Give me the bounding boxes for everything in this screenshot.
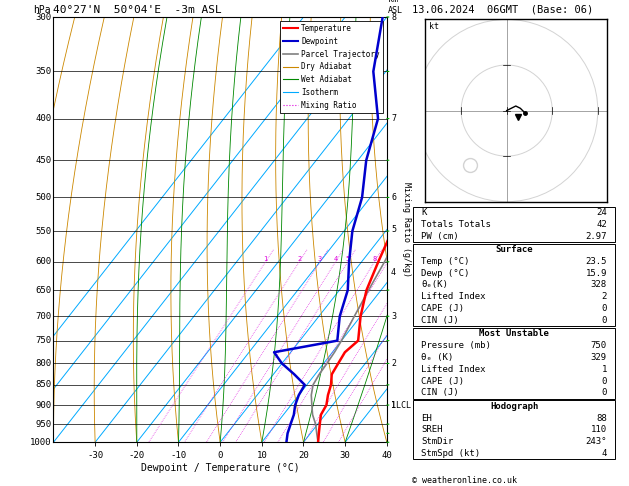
Text: 1: 1 [391,400,396,410]
Text: 2.97: 2.97 [586,231,607,241]
Text: 1LCL: 1LCL [391,400,411,410]
Text: 500: 500 [35,193,52,202]
Text: 88: 88 [596,414,607,423]
Text: CAPE (J): CAPE (J) [421,377,464,385]
Text: 2: 2 [391,359,396,368]
Text: km
ASL: km ASL [388,0,403,15]
Legend: Temperature, Dewpoint, Parcel Trajectory, Dry Adiabat, Wet Adiabat, Isotherm, Mi: Temperature, Dewpoint, Parcel Trajectory… [280,21,383,113]
Text: 2: 2 [297,256,301,262]
Text: hPa: hPa [33,4,50,15]
Text: 8: 8 [391,13,396,21]
Text: 950: 950 [35,419,52,429]
Bar [413,328,615,399]
Text: 850: 850 [35,381,52,389]
Text: 650: 650 [35,286,52,295]
Text: Pressure (mb): Pressure (mb) [421,341,491,350]
Text: 300: 300 [35,13,52,21]
Text: Surface: Surface [496,245,533,254]
Bar [413,400,615,459]
Text: 3: 3 [318,256,322,262]
Bar [413,207,615,242]
Text: Most Unstable: Most Unstable [479,330,549,338]
Text: kt: kt [429,21,439,31]
Text: PW (cm): PW (cm) [421,231,459,241]
Text: 42: 42 [596,220,607,229]
Text: 0: 0 [601,316,607,325]
Text: 2: 2 [601,292,607,301]
Text: StmDir: StmDir [421,437,454,446]
Text: 4: 4 [333,256,338,262]
Text: Lifted Index: Lifted Index [421,292,486,301]
Text: 5: 5 [391,226,396,234]
Text: 8: 8 [372,256,377,262]
Text: 900: 900 [35,400,52,410]
Text: CIN (J): CIN (J) [421,388,459,397]
Text: 1: 1 [264,256,268,262]
Text: 750: 750 [591,341,607,350]
Text: Hodograph: Hodograph [490,402,538,411]
Text: K: K [421,208,427,217]
Text: 15.9: 15.9 [586,269,607,278]
Text: 0: 0 [601,377,607,385]
Text: CIN (J): CIN (J) [421,316,459,325]
Text: 328: 328 [591,280,607,290]
Text: 4: 4 [601,449,607,458]
Text: 7: 7 [391,114,396,123]
Text: 1: 1 [601,364,607,374]
Text: 24: 24 [596,208,607,217]
Text: θₑ (K): θₑ (K) [421,353,454,362]
Text: 600: 600 [35,257,52,266]
Text: 800: 800 [35,359,52,368]
Text: 329: 329 [591,353,607,362]
Text: 0: 0 [601,388,607,397]
Bar [413,243,615,326]
Text: 5: 5 [345,256,350,262]
Text: Lifted Index: Lifted Index [421,364,486,374]
Text: 0: 0 [601,304,607,313]
Text: Totals Totals: Totals Totals [421,220,491,229]
Text: 3: 3 [391,312,396,321]
Text: StmSpd (kt): StmSpd (kt) [421,449,481,458]
Text: SREH: SREH [421,425,443,434]
Text: 6: 6 [391,193,396,202]
Text: 23.5: 23.5 [586,257,607,266]
Text: EH: EH [421,414,432,423]
Text: 550: 550 [35,226,52,236]
Text: 750: 750 [35,336,52,345]
Text: 13.06.2024  06GMT  (Base: 06): 13.06.2024 06GMT (Base: 06) [412,4,593,15]
Text: Mixing Ratio (g/kg): Mixing Ratio (g/kg) [403,182,411,277]
Text: θₑ(K): θₑ(K) [421,280,448,290]
Text: CAPE (J): CAPE (J) [421,304,464,313]
Text: 400: 400 [35,114,52,123]
Text: 350: 350 [35,67,52,76]
Text: 40°27'N  50°04'E  -3m ASL: 40°27'N 50°04'E -3m ASL [53,5,222,15]
Text: Dewp (°C): Dewp (°C) [421,269,470,278]
Text: 450: 450 [35,156,52,165]
Text: 243°: 243° [586,437,607,446]
Text: 1000: 1000 [30,438,52,447]
Text: © weatheronline.co.uk: © weatheronline.co.uk [412,476,517,485]
Text: 700: 700 [35,312,52,321]
Text: 110: 110 [591,425,607,434]
Text: 4: 4 [391,268,396,277]
X-axis label: Dewpoint / Temperature (°C): Dewpoint / Temperature (°C) [141,463,299,473]
Text: Temp (°C): Temp (°C) [421,257,470,266]
